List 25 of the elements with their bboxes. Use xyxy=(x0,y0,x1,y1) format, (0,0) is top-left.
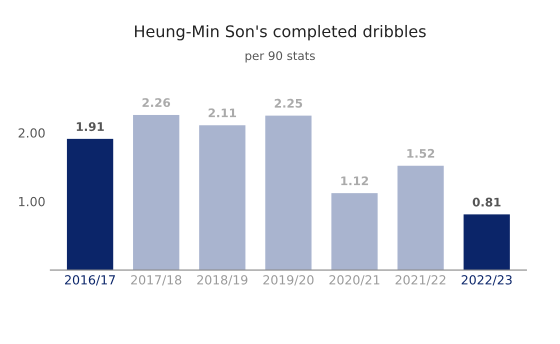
bar xyxy=(133,114,180,270)
x-tick-label: 2017/18 xyxy=(131,275,182,286)
data-label: 1.91 xyxy=(76,122,104,132)
bar xyxy=(464,214,510,270)
x-tick-label: 2016/17 xyxy=(65,275,115,286)
bar xyxy=(199,125,246,270)
x-tick-label: 2018/19 xyxy=(197,275,248,286)
data-label: 2.26 xyxy=(142,98,170,108)
bar xyxy=(66,138,114,270)
data-label: 2.11 xyxy=(208,108,236,118)
x-tick-label: 2019/20 xyxy=(263,275,314,286)
bar xyxy=(397,166,444,270)
x-tick-label: 2021/22 xyxy=(396,275,446,286)
x-tick-label: 2022/23 xyxy=(462,275,512,286)
data-label: 2.25 xyxy=(274,98,302,108)
chart-title: Heung-Min Son's completed dribbles xyxy=(135,24,426,40)
y-tick-label: 2.00 xyxy=(18,128,45,138)
bar xyxy=(331,193,378,270)
x-tick-label: 2020/21 xyxy=(329,275,380,286)
bar xyxy=(265,116,312,270)
y-tick-label: 1.00 xyxy=(19,196,45,206)
chart-subtitle: per 90 stats xyxy=(246,51,315,62)
data-label: 1.52 xyxy=(407,148,434,158)
data-label: 0.81 xyxy=(472,198,500,207)
data-label: 1.12 xyxy=(341,176,368,186)
